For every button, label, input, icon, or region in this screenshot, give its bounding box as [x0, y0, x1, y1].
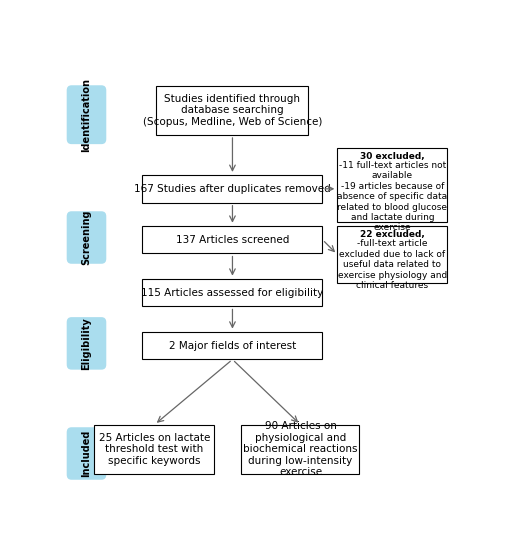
Text: 30 excluded,: 30 excluded, — [360, 152, 425, 161]
Text: -11 full-text articles not
available
-19 articles because of
absence of specific: -11 full-text articles not available -19… — [337, 161, 447, 233]
Text: Screening: Screening — [82, 210, 91, 265]
Text: 25 Articles on lactate
threshold test with
specific keywords: 25 Articles on lactate threshold test wi… — [99, 433, 210, 466]
FancyBboxPatch shape — [94, 425, 215, 474]
FancyBboxPatch shape — [142, 332, 322, 359]
Text: Studies identified through
database searching
(Scopus, Medline, Web of Science): Studies identified through database sear… — [143, 94, 322, 127]
Text: 167 Studies after duplicates removed: 167 Studies after duplicates removed — [134, 184, 331, 194]
Text: 2 Major fields of interest: 2 Major fields of interest — [169, 340, 296, 350]
FancyBboxPatch shape — [142, 175, 322, 202]
Text: 115 Articles assessed for eligibility: 115 Articles assessed for eligibility — [141, 288, 324, 298]
FancyBboxPatch shape — [241, 425, 360, 474]
Text: Eligibility: Eligibility — [82, 317, 91, 370]
Text: Included: Included — [82, 430, 91, 477]
FancyBboxPatch shape — [67, 427, 106, 480]
FancyBboxPatch shape — [67, 211, 106, 264]
Text: 22 excluded,: 22 excluded, — [360, 230, 425, 239]
FancyBboxPatch shape — [337, 147, 447, 222]
FancyBboxPatch shape — [337, 226, 447, 283]
FancyBboxPatch shape — [142, 226, 322, 254]
FancyBboxPatch shape — [142, 279, 322, 306]
Text: 137 Articles screened: 137 Articles screened — [176, 235, 289, 245]
Text: 90 Articles on
physiological and
biochemical reactions
during low-intensity
exer: 90 Articles on physiological and biochem… — [243, 421, 358, 477]
FancyBboxPatch shape — [156, 86, 309, 135]
FancyBboxPatch shape — [67, 85, 106, 144]
Text: Identification: Identification — [82, 78, 91, 152]
Text: -full-text article
excluded due to lack of
useful data related to
exercise physi: -full-text article excluded due to lack … — [338, 239, 447, 290]
FancyBboxPatch shape — [67, 317, 106, 370]
